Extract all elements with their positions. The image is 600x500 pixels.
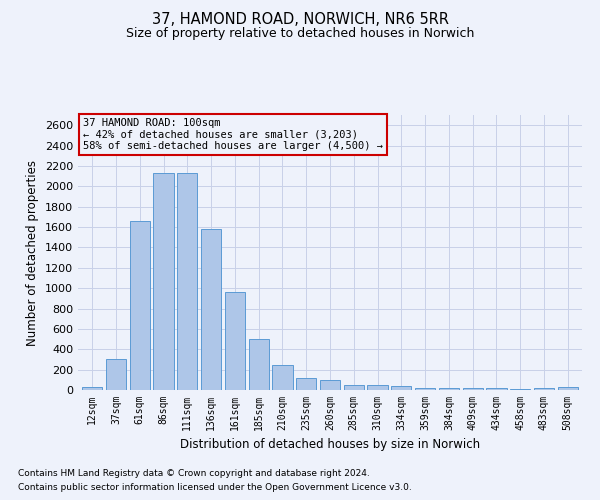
Bar [225, 292, 245, 390]
Bar [82, 388, 103, 390]
Bar [367, 385, 388, 390]
Bar [177, 173, 197, 390]
Text: 37 HAMOND ROAD: 100sqm
← 42% of detached houses are smaller (3,203)
58% of semi-: 37 HAMOND ROAD: 100sqm ← 42% of detached… [83, 118, 383, 151]
Text: Size of property relative to detached houses in Norwich: Size of property relative to detached ho… [126, 28, 474, 40]
Bar [439, 388, 459, 390]
Bar [463, 388, 483, 390]
Bar [510, 389, 530, 390]
Bar [487, 388, 506, 390]
Bar [557, 388, 578, 390]
Bar [201, 228, 221, 390]
Bar [106, 360, 126, 390]
Bar [415, 388, 435, 390]
Bar [272, 364, 293, 390]
Bar [320, 380, 340, 390]
Text: 37, HAMOND ROAD, NORWICH, NR6 5RR: 37, HAMOND ROAD, NORWICH, NR6 5RR [151, 12, 449, 28]
Bar [344, 385, 364, 390]
Text: Contains public sector information licensed under the Open Government Licence v3: Contains public sector information licen… [18, 484, 412, 492]
Bar [391, 386, 412, 390]
Text: Contains HM Land Registry data © Crown copyright and database right 2024.: Contains HM Land Registry data © Crown c… [18, 468, 370, 477]
Bar [534, 388, 554, 390]
Y-axis label: Number of detached properties: Number of detached properties [26, 160, 40, 346]
Bar [130, 221, 150, 390]
Bar [248, 339, 269, 390]
Bar [296, 378, 316, 390]
Bar [154, 173, 173, 390]
X-axis label: Distribution of detached houses by size in Norwich: Distribution of detached houses by size … [180, 438, 480, 452]
